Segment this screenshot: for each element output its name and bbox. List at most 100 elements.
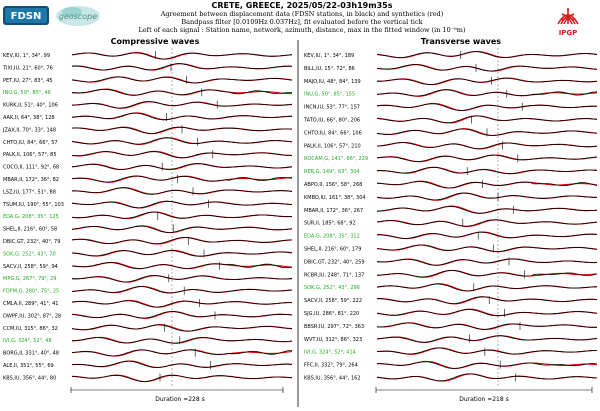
station-row: CHTO,IU, 84°, 66°, 106 — [304, 128, 598, 137]
data-trace — [71, 211, 293, 219]
station-row: LSZ,IU, 177°, 51°, 88 — [3, 187, 293, 196]
station-row: INU,G, 50°, 85°, 155 — [304, 89, 598, 98]
station-label: CMLA,II, 289°, 41°, 41 — [3, 301, 58, 307]
synthetic-trace — [71, 249, 293, 257]
station-row: MBAR,II, 172°, 36°, 267 — [304, 205, 598, 214]
station-label: IVI,G, 324°, 52°, 414 — [304, 350, 356, 356]
station-label: ABPO,II, 156°, 58°, 268 — [304, 182, 362, 188]
station-row: TSUM,IU, 190°, 55°, 103 — [2, 199, 293, 209]
station-label: SUR,II, 185°, 68°, 92 — [304, 221, 356, 227]
synthetic-trace — [376, 115, 598, 124]
station-row: JZAX,II, 70°, 33°, 148 — [2, 125, 293, 135]
station-row: SUR,II, 185°, 68°, 92 — [304, 218, 598, 228]
data-trace — [376, 335, 598, 343]
station-row: KMBO,IU, 161°, 38°, 304 — [304, 192, 598, 201]
station-row: ROCAM,G, 141°, 66°, 229 — [304, 154, 598, 163]
station-row: ALE,II, 351°, 55°, 69 — [3, 360, 293, 369]
data-trace — [71, 374, 293, 382]
station-row: ABPO,II, 156°, 58°, 268 — [304, 180, 598, 189]
station-label: CHTO,IU, 84°, 66°, 57 — [3, 140, 58, 146]
station-label: SOK,G, 252°, 43°, 70 — [3, 251, 56, 257]
data-trace — [376, 166, 598, 175]
station-label: FFC,II, 332°, 79°, 264 — [304, 363, 358, 369]
station-row: TATO,IU, 66°, 80°, 206 — [303, 115, 598, 124]
station-label: TIXI,IU, 21°, 60°, 76 — [2, 65, 53, 71]
station-label: DBIC,GT, 232°, 40°, 259 — [304, 259, 365, 265]
synthetic-trace — [71, 88, 293, 96]
data-trace — [71, 274, 293, 283]
station-label: BORG,II, 331°, 40°, 48 — [3, 351, 59, 357]
station-label: MPG,G, 267°, 79°, 29 — [3, 276, 56, 282]
compressive-waves-panel: KEV,IU, 1°, 34°, 99 TIXI,IU, 21°, 60°, 76… — [2, 48, 293, 386]
station-label: BBSR,IU, 297°, 72°, 363 — [304, 324, 364, 330]
synthetic-trace — [71, 310, 293, 319]
station-label: IVI,G, 324°, 52°, 48 — [3, 338, 52, 344]
data-trace — [71, 225, 293, 233]
synthetic-trace — [71, 236, 293, 245]
data-trace — [376, 181, 598, 189]
data-trace — [71, 163, 293, 170]
station-row: FDFM,G, 280°, 75°, 25 — [3, 285, 293, 295]
ipgp-logo: IPGP — [557, 8, 579, 37]
data-trace — [376, 270, 598, 278]
data-trace — [71, 311, 293, 319]
data-trace — [377, 296, 598, 305]
data-trace — [71, 262, 293, 270]
data-trace — [71, 137, 293, 145]
station-label: PALK,II, 106°, 57°, 210 — [304, 143, 361, 149]
data-trace — [376, 89, 598, 97]
station-label: SOK,G, 252°, 43°, 296 — [304, 285, 360, 291]
station-label: MAJO,IU, 48°, 84°, 139 — [304, 79, 361, 85]
station-label: INCN,IU, 53°, 77°, 157 — [304, 105, 360, 111]
station-row: EDA,G, 208°, 35°, 312 — [304, 231, 598, 240]
synthetic-trace — [376, 347, 597, 355]
data-trace — [376, 51, 598, 59]
station-row: DBIC,GT, 232°, 40°, 79 — [3, 236, 293, 245]
data-trace — [71, 360, 293, 368]
station-label: ROCAM,G, 141°, 66°, 229 — [304, 156, 368, 162]
data-trace — [71, 112, 292, 121]
station-label: TSUM,IU, 190°, 55°, 103 — [2, 202, 64, 208]
station-row: CCM,IU, 315°, 86°, 32 — [3, 323, 293, 332]
synthetic-trace — [71, 63, 293, 71]
synthetic-trace — [377, 296, 598, 305]
data-trace — [71, 76, 293, 84]
station-label: DWPF,IU, 302°, 87°, 28 — [3, 313, 61, 319]
station-row: BORG,II, 331°, 40°, 48 — [3, 348, 293, 357]
data-trace — [71, 250, 293, 257]
station-label: JZAX,II, 70°, 33°, 148 — [2, 127, 56, 133]
station-label: INU,G, 50°, 85°, 46 — [3, 90, 51, 96]
station-row: SOK,G, 252°, 43°, 70 — [3, 249, 293, 258]
synthetic-trace — [71, 225, 293, 234]
station-label: KBS,IU, 356°, 44°, 162 — [304, 376, 361, 382]
data-trace — [376, 244, 598, 252]
station-row: PET,IU, 27°, 83°, 45 — [3, 75, 293, 84]
station-row: CMLA,II, 289°, 41°, 41 — [3, 299, 292, 308]
station-label: KEV,IU, 1°, 34°, 189 — [304, 53, 354, 59]
station-row: SJG,IU, 286°, 81°, 220 — [304, 308, 598, 317]
station-label: EDA,G, 208°, 35°, 312 — [304, 234, 360, 240]
station-row: PALK,II, 106°, 57°, 210 — [304, 141, 598, 150]
station-row: WVT,IU, 312°, 86°, 323 — [304, 334, 598, 343]
synthetic-trace — [71, 150, 292, 159]
station-row: SOK,G, 252°, 43°, 296 — [304, 283, 598, 292]
data-trace — [376, 192, 597, 201]
geoscope-logo-text: geoscope — [59, 12, 97, 21]
station-label: KBS,IU, 356°, 44°, 80 — [3, 375, 56, 381]
data-trace — [71, 324, 293, 332]
data-trace — [377, 361, 598, 369]
station-row: MAJO,IU, 48°, 84°, 139 — [304, 76, 598, 86]
data-trace — [376, 322, 598, 330]
station-row: SACV,II, 258°, 59°, 94 — [3, 261, 293, 270]
station-label: DBIC,GT, 232°, 40°, 79 — [3, 239, 60, 245]
station-label: SACV,II, 258°, 59°, 222 — [304, 298, 362, 304]
station-row: DBIC,GT, 232°, 40°, 259 — [304, 257, 598, 266]
data-trace — [376, 219, 598, 227]
station-label: ALE,II, 351°, 55°, 69 — [3, 363, 54, 369]
station-row: INU,G, 50°, 85°, 46 — [3, 88, 293, 97]
ipgp-logo-text: IPGP — [559, 29, 578, 37]
synthetic-trace — [376, 50, 598, 59]
data-trace — [71, 300, 292, 308]
station-label: RER,G, 149°, 63°, 304 — [304, 169, 360, 175]
station-row: IVI,G, 324°, 52°, 48 — [3, 336, 293, 345]
